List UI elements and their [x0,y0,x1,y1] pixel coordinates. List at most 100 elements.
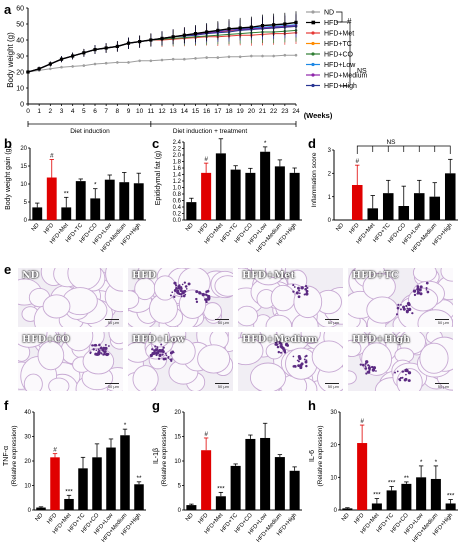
nucleus [402,305,406,309]
bar [186,505,197,510]
nucleus [413,290,416,293]
y-tick-label: 10 [174,459,181,465]
bar [36,507,46,510]
bar [386,490,397,510]
nucleus [303,293,306,296]
significance-mark: *** [388,479,396,486]
y-tick-label: 40 [16,38,24,45]
x-tick-label: 1 [37,108,41,115]
nucleus [170,359,173,362]
x-tick-label: 14 [181,108,189,115]
adipocyte [265,314,293,327]
x-tick-label: 5 [82,108,86,115]
nucleus [370,365,374,369]
data-point [59,57,64,61]
panel-letter-a: a [4,2,12,17]
data-point [149,38,153,42]
micrograph-label: HFD+Met [242,270,295,281]
y-tick-label: 20 [24,459,31,465]
nucleus [205,290,208,294]
micrograph-hfd-low: HFD+Low 50 μm [128,332,233,391]
x-tick-label: ND [335,222,345,232]
y-axis-label: Inflammation score [311,152,318,207]
data-point [82,64,86,67]
nucleus [274,343,277,346]
nucleus [305,292,309,296]
x-tick-label: 13 [170,108,178,115]
nucleus [305,290,308,293]
nucleus [158,353,162,358]
nucleus [156,346,159,349]
scale-label: 50 μm [437,384,449,389]
data-point [205,30,209,34]
nucleus [406,307,409,310]
scale-bar [325,383,339,384]
micrograph-hfd: HFD 50 μm [128,268,233,327]
significance-mark: * [435,459,438,466]
nucleus [154,345,157,348]
sig-bracket-ns [340,21,351,87]
bar [413,193,425,220]
nucleus [297,360,300,363]
y-axis-label: Body weight gain (g) [5,146,12,210]
adipocyte [132,365,159,391]
bar [230,169,241,220]
adipocyte-texture [238,332,343,391]
adipocyte [440,268,453,282]
nucleus [154,348,158,352]
x-tick-label: 16 [203,108,211,115]
x-tick-label: HFD [197,222,209,235]
bar [430,478,441,510]
nucleus [158,348,162,353]
nucleus [161,353,164,356]
nucleus [306,287,309,289]
data-point [48,62,52,66]
phase-label-induction: Diet induction [70,128,110,135]
bar [230,465,241,510]
nucleus [280,343,283,347]
nucleus [397,303,400,306]
significance-mark: # [50,153,54,160]
data-point [227,55,231,59]
nucleus [292,290,295,293]
bar [119,182,130,220]
micrograph-hfd-tc: HFD+TC 50 μm [348,268,453,327]
nucleus [178,292,181,296]
adipocyte [42,294,71,319]
nucleus [179,286,183,289]
y-tick-label: 0 [328,218,332,224]
scale-label: 50 μm [107,384,119,389]
nucleus [416,287,420,291]
micrograph-hfd-met: HFD+Met 50 μm [238,268,343,327]
bar [444,173,456,220]
bar [245,438,256,510]
nucleus [418,288,422,292]
panel-letter-g: g [152,398,160,413]
nucleus [292,365,296,368]
panel-letter-e: e [4,262,12,277]
data-point [250,54,253,58]
nucleus [201,292,205,297]
legend-label: HFD+High [324,83,357,90]
scale-label: 50 μm [217,320,229,325]
y-tick-label: 0.6 [173,199,182,205]
data-point [216,56,220,59]
nucleus [152,352,156,356]
nucleus [187,282,191,286]
nucleus [419,285,423,289]
adipocyte-texture [128,332,233,391]
micrograph-label: HFD [132,270,156,281]
y-tick-label: 1 [328,195,332,201]
nucleus [406,309,409,313]
nucleus [298,292,301,295]
data-point [104,61,108,65]
adipocyte [214,275,233,297]
y-tick-label: 10 [20,182,27,188]
nucleus [399,379,402,382]
micrograph-hfd-co: HFD+CO 50 μm [18,332,123,391]
panel-letter-h: h [308,398,316,413]
nucleus [185,287,188,290]
bar [201,172,212,220]
adipocyte [238,305,259,327]
nucleus [102,353,105,356]
